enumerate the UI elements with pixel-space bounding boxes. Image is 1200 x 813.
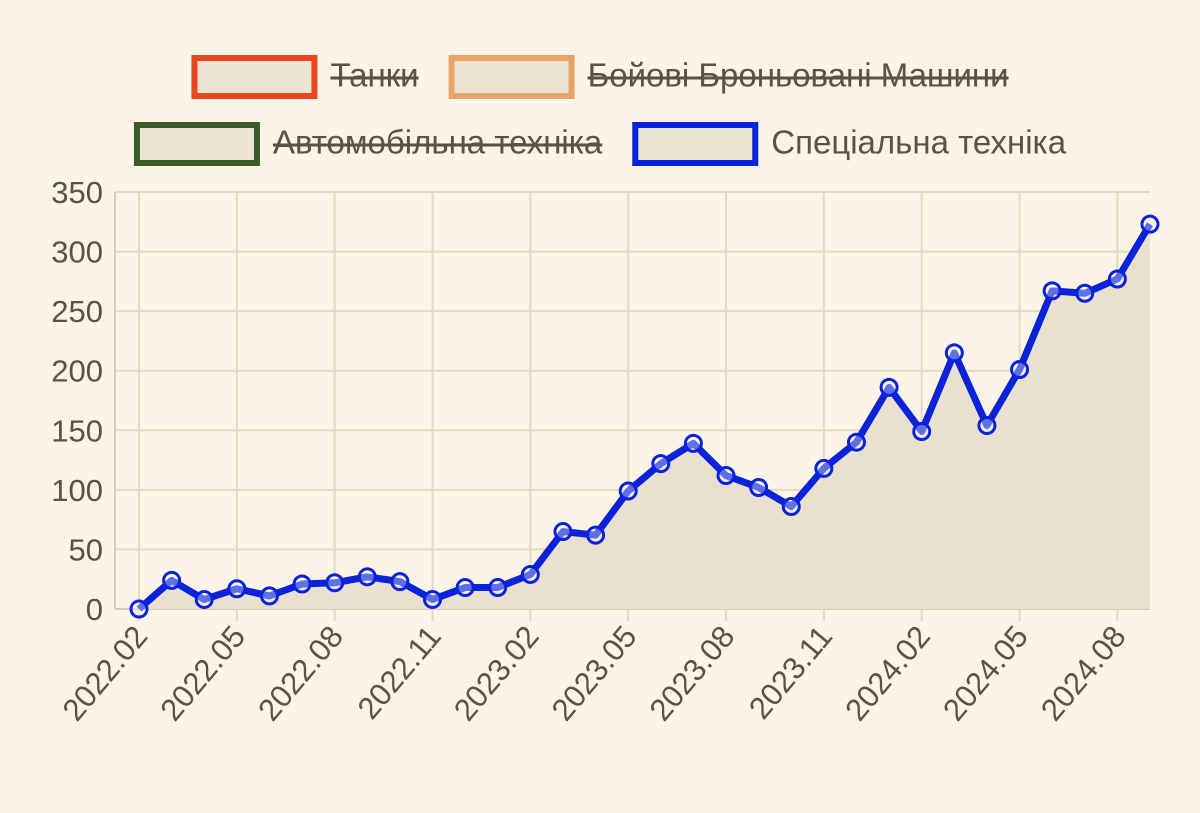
point bbox=[651, 454, 671, 474]
x-tick-label: 2023.05 bbox=[545, 619, 644, 727]
legend-item: Бойові Броньовані Машини bbox=[448, 55, 1009, 99]
legend-swatch bbox=[191, 55, 318, 99]
legend-item: Автомобільна техніка bbox=[133, 122, 603, 166]
point bbox=[1140, 214, 1160, 234]
point bbox=[912, 421, 932, 441]
y-tick-label: 50 bbox=[69, 532, 103, 567]
x-tick-label: 2022.02 bbox=[56, 619, 155, 727]
legend-label: Танки bbox=[330, 57, 418, 94]
legend-item: Спеціальна техніка bbox=[632, 122, 1067, 166]
point bbox=[846, 432, 866, 452]
point bbox=[292, 574, 312, 594]
point bbox=[162, 570, 182, 590]
x-tick-label: 2024.08 bbox=[1034, 619, 1133, 727]
line bbox=[136, 222, 1154, 612]
legend-label: Спеціальна техніка bbox=[771, 124, 1066, 161]
point bbox=[879, 377, 899, 397]
x-tick-label: 2024.02 bbox=[838, 619, 937, 727]
point bbox=[749, 477, 769, 497]
x-tick-label: 2024.05 bbox=[936, 619, 1035, 727]
point bbox=[423, 589, 443, 609]
area bbox=[139, 224, 1150, 609]
x-tick-label: 2022.11 bbox=[351, 619, 448, 726]
point bbox=[194, 589, 214, 609]
point bbox=[129, 599, 149, 619]
y-tick-label: 300 bbox=[51, 235, 103, 270]
point bbox=[520, 564, 540, 584]
point bbox=[227, 579, 247, 599]
point bbox=[325, 573, 345, 593]
x-tick-label: 2023.08 bbox=[643, 619, 742, 727]
y-tick-label: 100 bbox=[51, 473, 103, 508]
legend-label: Бойові Броньовані Машини bbox=[588, 57, 1009, 94]
point bbox=[455, 578, 475, 598]
point bbox=[683, 433, 703, 453]
legend-swatch bbox=[133, 122, 260, 166]
point bbox=[944, 343, 964, 363]
x-tick-label: 2022.05 bbox=[153, 619, 252, 727]
point bbox=[618, 481, 638, 501]
y-tick-label: 0 bbox=[86, 592, 103, 627]
y-tick-label: 250 bbox=[51, 294, 103, 329]
point bbox=[977, 416, 997, 436]
point bbox=[390, 572, 410, 592]
point bbox=[1075, 283, 1095, 303]
point bbox=[716, 466, 736, 486]
point bbox=[1010, 360, 1030, 380]
point bbox=[1042, 281, 1062, 301]
legend-label: Автомобільна техніка bbox=[273, 124, 603, 161]
x-tick-label: 2023.02 bbox=[447, 619, 546, 727]
point bbox=[586, 525, 606, 545]
point bbox=[259, 586, 279, 606]
point bbox=[1107, 269, 1127, 289]
point bbox=[781, 497, 801, 517]
y-tick-label: 200 bbox=[51, 354, 103, 389]
point bbox=[553, 522, 573, 542]
point bbox=[357, 567, 377, 587]
x-tick-label: 2023.11 bbox=[742, 619, 839, 726]
y-tick-label: 150 bbox=[51, 413, 103, 448]
legend-swatch bbox=[448, 55, 575, 99]
legend-item: Танки bbox=[191, 55, 419, 99]
y-tick-label: 350 bbox=[51, 175, 103, 210]
x-tick-label: 2022.08 bbox=[251, 619, 350, 727]
legend-swatch bbox=[632, 122, 759, 166]
point bbox=[814, 458, 834, 478]
point bbox=[488, 578, 508, 598]
